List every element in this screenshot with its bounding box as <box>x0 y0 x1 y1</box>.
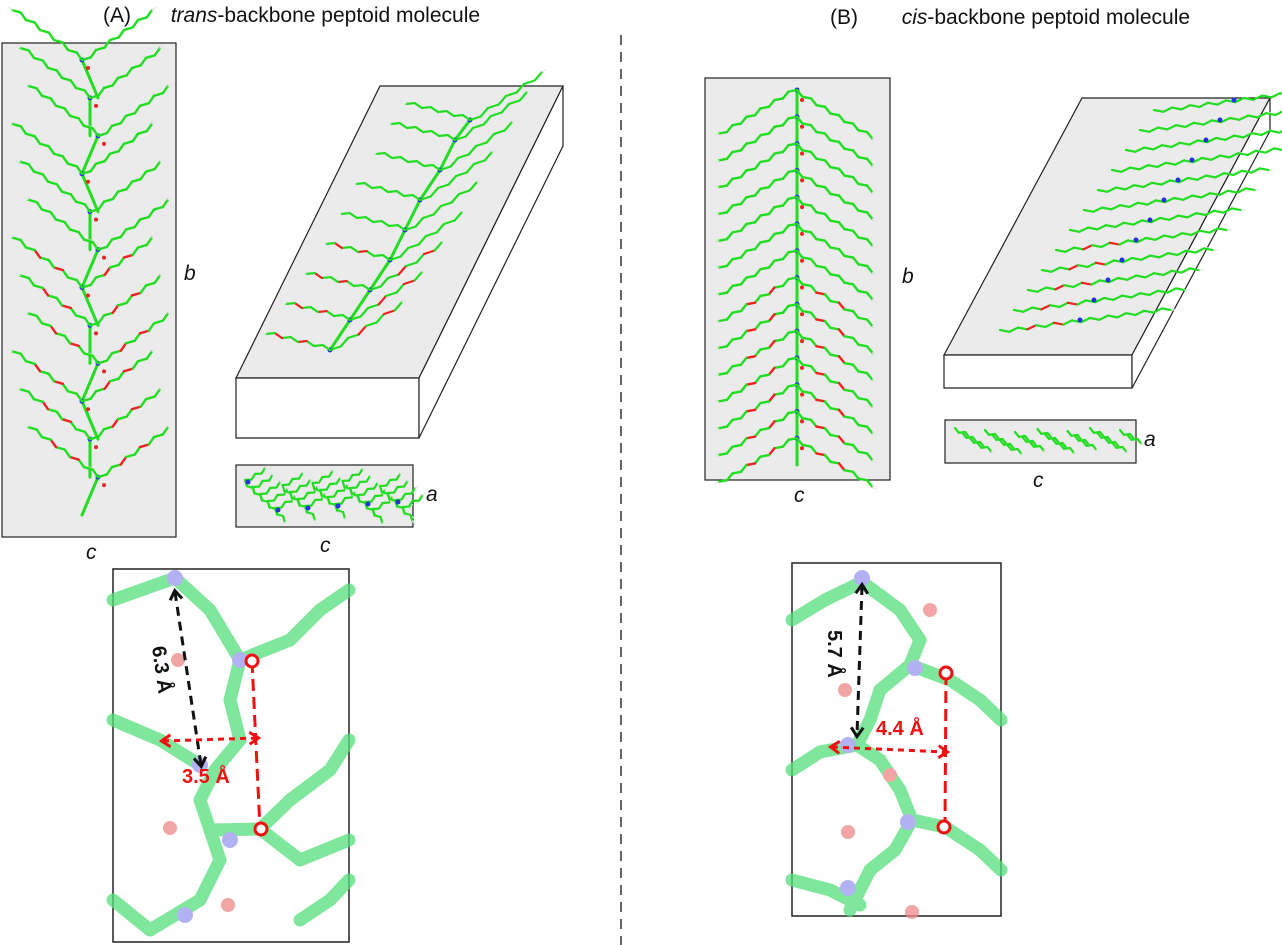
panel-b-side-axis-c: c <box>1033 469 1044 492</box>
panel-b-title: (B) cis-backbone peptoid molecule <box>830 6 1190 30</box>
panel-a-distance-red-label: 3.5 Å <box>182 764 230 788</box>
panel-a-ac-molecule <box>243 465 427 527</box>
panel-b-axis-b: b <box>902 265 914 288</box>
panel-b-3d-cell <box>942 92 1282 389</box>
panel-b-title-suffix: -backbone peptoid molecule <box>927 6 1191 29</box>
panel-a-axis-b: b <box>184 262 196 285</box>
panel-b-ac-molecule <box>953 426 1146 456</box>
panel-a-3d-cell <box>235 69 564 439</box>
panel-b-title-prefix: cis <box>901 6 928 29</box>
panel-b-distance-black-label: 5.7 Å <box>823 630 847 678</box>
panel-a-side-axis-a: a <box>426 483 438 506</box>
panel-a-axis-c: c <box>86 541 97 564</box>
panel-b-axis-c: c <box>794 484 805 507</box>
panel-a-side-axis-c: c <box>320 534 331 557</box>
panel-a-title: (A) trans-backbone peptoid molecule <box>103 4 480 28</box>
panel-a-title-prefix: trans <box>170 4 218 27</box>
panel-a-title-suffix: -backbone peptoid molecule <box>217 4 481 27</box>
panel-a-bc-molecule <box>8 7 172 517</box>
panel-a-tag: (A) <box>103 4 131 27</box>
panel-a-zoom-inset <box>106 568 356 943</box>
panel-b-bc-molecule <box>714 87 877 490</box>
panel-b-tag: (B) <box>830 6 858 29</box>
panel-b-zoom-inset <box>785 562 1008 919</box>
panel-b-distance-red-label: 4.4 Å <box>876 716 924 740</box>
panel-b-side-axis-a: a <box>1144 428 1156 451</box>
